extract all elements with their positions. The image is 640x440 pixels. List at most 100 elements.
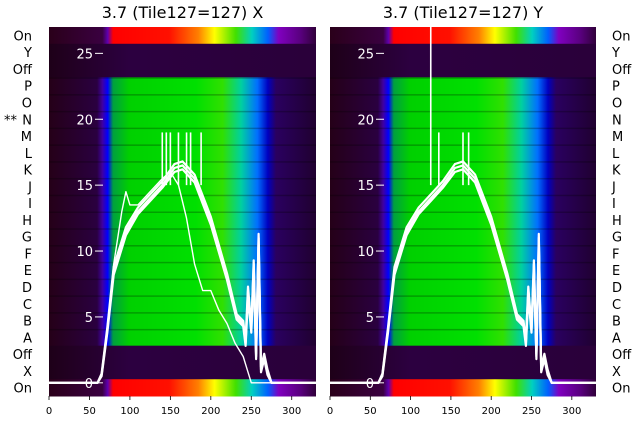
row-label: A bbox=[23, 331, 32, 346]
overlay-y-tick-label: 10 bbox=[357, 245, 374, 260]
overlay-y-tick-label: 10 bbox=[76, 245, 93, 260]
heatmap-band bbox=[49, 27, 316, 45]
heatmap-band bbox=[49, 328, 316, 347]
heatmap-band bbox=[330, 328, 596, 347]
row-label: P bbox=[612, 80, 620, 95]
heatmap-band bbox=[330, 211, 596, 229]
heatmap-band bbox=[49, 60, 316, 78]
heatmap-band-edge bbox=[330, 295, 596, 297]
row-label: L bbox=[612, 147, 620, 162]
x-tick-label: 250 bbox=[522, 406, 541, 417]
row-label: N bbox=[22, 113, 32, 128]
overlay-y-tick-label: 20 bbox=[76, 113, 93, 128]
row-label: M bbox=[21, 130, 32, 145]
heatmap-band-edge bbox=[49, 127, 316, 130]
heatmap-band-edge bbox=[49, 77, 316, 79]
heatmap-band bbox=[49, 94, 316, 112]
row-label: G bbox=[612, 231, 622, 246]
row-label: H bbox=[22, 214, 32, 229]
heatmap-band bbox=[330, 177, 596, 196]
heatmap-band-edge bbox=[330, 94, 596, 96]
heatmap-band-edge bbox=[49, 295, 316, 297]
row-label: E bbox=[612, 264, 620, 279]
heatmap-band-edge bbox=[330, 312, 596, 314]
heatmap-band bbox=[49, 261, 316, 280]
row-label: On bbox=[612, 29, 630, 44]
overlay-trace bbox=[330, 160, 596, 384]
x-tick-label: 200 bbox=[482, 406, 501, 417]
row-label: N bbox=[612, 113, 622, 128]
heatmap-band-edge bbox=[330, 245, 596, 247]
heatmap-band-edge bbox=[49, 211, 316, 213]
x-tick-label: 100 bbox=[120, 406, 139, 417]
row-label: F bbox=[25, 247, 32, 262]
row-label: J bbox=[27, 180, 32, 195]
x-tick-label: 200 bbox=[201, 406, 220, 417]
x-tick-label: 150 bbox=[161, 406, 180, 417]
x-tick-label: 300 bbox=[282, 406, 301, 417]
panel-y: 3.7 (Tile127=127) Y 0 50 100 150 200 250 300 0 5 1… bbox=[327, 3, 632, 417]
panel-x: 3.7 (Tile127=127) X 0 50 100 150 200 250 300 0 5 1… bbox=[4, 3, 316, 417]
heatmap-band-edge bbox=[330, 127, 596, 130]
overlay-y-tick-label: 25 bbox=[76, 47, 93, 62]
heatmap-band-edge bbox=[330, 77, 596, 79]
row-label: G bbox=[22, 231, 32, 246]
row-label: J bbox=[611, 180, 616, 195]
x-tick-label: 300 bbox=[562, 406, 581, 417]
heatmap-band-edge bbox=[49, 278, 316, 281]
heatmap-band bbox=[49, 177, 316, 196]
heatmap-band bbox=[330, 278, 596, 296]
heatmap-band-edge bbox=[49, 261, 316, 264]
heatmap-band bbox=[49, 211, 316, 229]
x-tick-label: 0 bbox=[46, 406, 52, 417]
heatmap-band-edge bbox=[49, 328, 316, 331]
x-tick-label: 50 bbox=[364, 406, 377, 417]
row-label: I bbox=[612, 197, 616, 212]
row-label: X bbox=[23, 365, 32, 380]
overlay-y-tick-label: 20 bbox=[357, 113, 374, 128]
row-label: C bbox=[612, 298, 621, 313]
row-label: K bbox=[23, 164, 32, 179]
row-label: O bbox=[612, 96, 622, 111]
overlay-y-tick-label: 5 bbox=[366, 311, 374, 326]
heatmap-band-edge bbox=[49, 144, 316, 146]
heatmap-band bbox=[330, 94, 596, 112]
row-label: I bbox=[28, 197, 32, 212]
row-label: C bbox=[23, 298, 32, 313]
heatmap-band bbox=[330, 60, 596, 78]
heatmap-band bbox=[330, 228, 596, 246]
overlay-y-tick-label: 0 bbox=[85, 377, 93, 392]
x-tick-label: 150 bbox=[441, 406, 460, 417]
heatmap-band-edge bbox=[330, 328, 596, 331]
row-label: Off bbox=[612, 63, 632, 78]
heatmap-band-edge bbox=[49, 94, 316, 96]
heatmap-band-edge bbox=[330, 211, 596, 213]
heatmap-band-edge bbox=[49, 245, 316, 247]
heatmap-band bbox=[330, 110, 596, 129]
overlay-y-tick-label: 15 bbox=[357, 179, 374, 194]
heatmap-band bbox=[330, 43, 596, 62]
x-tick-label: 0 bbox=[327, 406, 333, 417]
row-label: Y bbox=[611, 46, 620, 61]
heatmap-band bbox=[49, 127, 316, 145]
heatmap-band bbox=[330, 379, 596, 397]
row-label: On bbox=[14, 29, 32, 44]
chart-title: 3.7 (Tile127=127) X bbox=[102, 3, 264, 22]
heatmap-band bbox=[49, 379, 316, 397]
row-label: P bbox=[24, 80, 32, 95]
overlay-y-tick-label: 25 bbox=[357, 47, 374, 62]
row-label: K bbox=[612, 164, 621, 179]
heatmap-band bbox=[330, 194, 596, 212]
overlay-y-tick-label: 5 bbox=[85, 311, 93, 326]
heatmap-band bbox=[49, 144, 316, 162]
row-label: A bbox=[612, 331, 621, 346]
row-label: O bbox=[22, 96, 32, 111]
heatmap-band bbox=[49, 43, 316, 62]
row-label: X bbox=[612, 365, 621, 380]
heatmap-band-edge bbox=[49, 228, 316, 230]
row-label: Off bbox=[13, 63, 33, 78]
heatmap-band-edge bbox=[49, 177, 316, 180]
row-label: B bbox=[23, 315, 32, 330]
